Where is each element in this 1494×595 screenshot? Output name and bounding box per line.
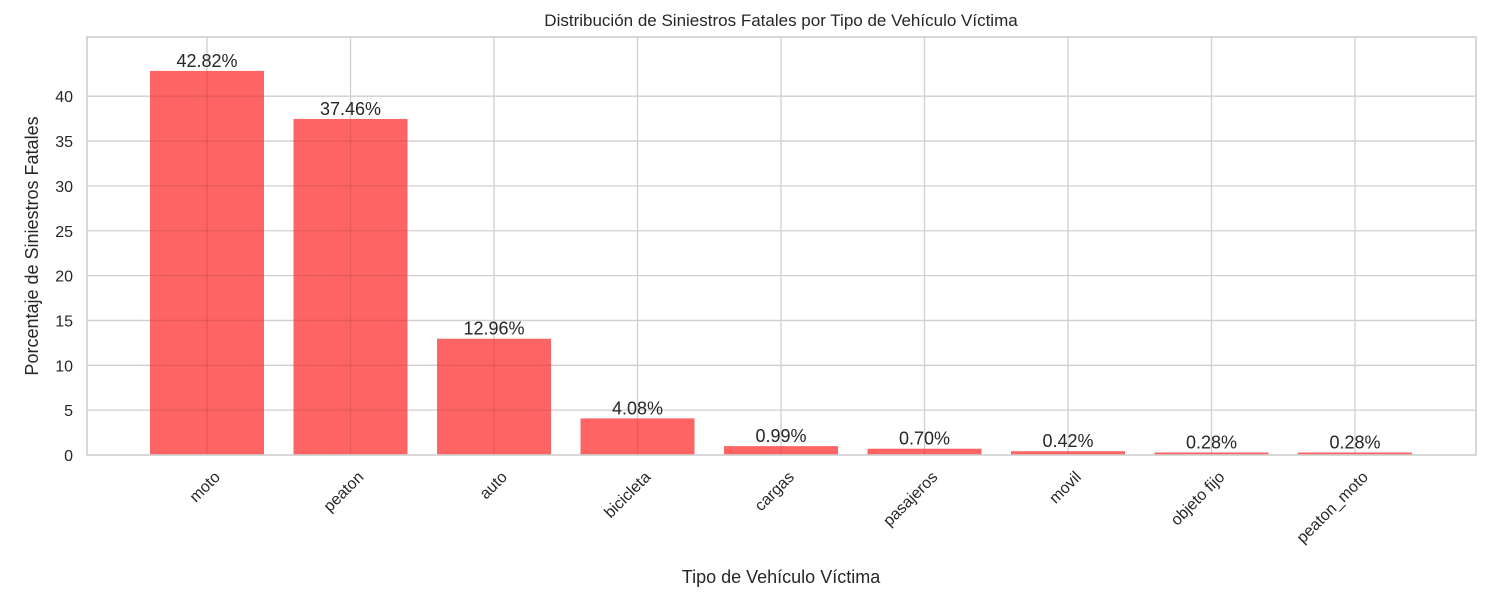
y-tick-label: 40 [55,89,73,106]
bar-cargas [724,446,838,455]
data-label-layer: 42.82% 37.46% 12.96% 4.08% 0.99% 0.70% 0.42% 0.… [176,51,1380,453]
x-tick-label: bicicleta [601,469,654,522]
y-tick-label: 15 [55,313,73,330]
data-label: 0.70% [899,429,950,449]
x-tick-label: movil [1046,469,1084,507]
bar-movil [1011,451,1125,455]
data-label: 0.28% [1329,432,1380,452]
data-label: 4.08% [612,398,663,418]
y-axis-label: Porcentaje de Siniestros Fatales [22,116,42,375]
bar-layer [150,70,1412,456]
y-tick-layer: 0 5 10 15 20 25 30 35 40 [55,89,73,465]
bar-peaton-moto [1298,452,1412,455]
plot-frame [86,36,1477,456]
y-tick-label: 0 [64,448,73,465]
data-label: 0.28% [1186,432,1237,452]
x-axis-label: Tipo de Vehículo Víctima [682,567,881,587]
data-label: 42.82% [176,51,237,71]
x-tick-label: moto [187,469,224,506]
y-tick-label: 35 [55,134,73,151]
x-tick-label: peaton [321,469,368,516]
bar-pasajeros [867,448,982,455]
x-tick-label: cargas [752,469,798,515]
chart-title: Distribución de Siniestros Fatales por T… [544,11,1018,30]
y-tick-label: 10 [55,358,73,375]
data-label: 37.46% [320,99,381,119]
bar-bicicleta [580,418,695,455]
bar-moto [150,70,264,455]
data-label: 0.99% [755,426,806,446]
x-tick-layer: moto peaton auto bicicleta cargas pasajeros mo… [187,469,1372,547]
y-tick-label: 20 [55,269,73,286]
x-tick-label: pasajeros [880,469,941,530]
x-tick-label: peaton_moto [1294,469,1372,547]
y-tick-label: 25 [55,224,73,241]
x-tick-label: objeto fijo [1168,469,1229,530]
data-label: 12.96% [463,319,524,339]
y-tick-label: 5 [64,403,73,420]
x-tick-label: auto [477,469,511,503]
bar-auto [437,338,551,455]
bar-objeto-fijo [1154,452,1269,455]
data-label: 0.42% [1042,431,1093,451]
bar-peaton [293,118,408,456]
y-tick-label: 30 [55,179,73,196]
